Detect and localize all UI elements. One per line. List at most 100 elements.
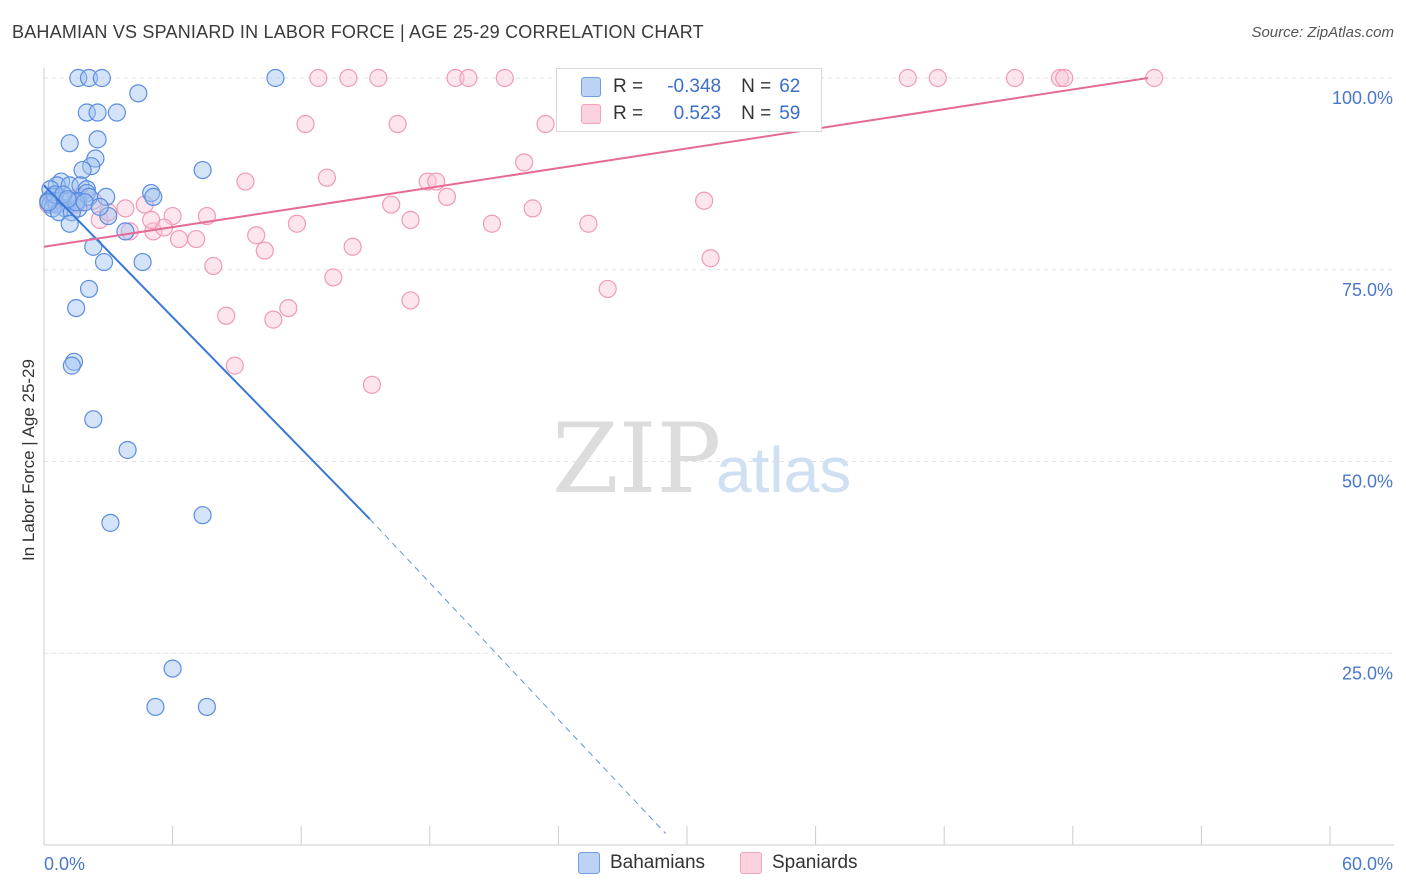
bahamians-points [39, 68, 285, 717]
spaniards-point [99, 203, 118, 222]
legend-item-bahamians: Bahamians [578, 852, 705, 874]
bahamians-point [133, 252, 152, 272]
legend-label-bahamians: Bahamians [610, 852, 706, 873]
spaniards-point [695, 191, 714, 210]
spaniards-point [928, 68, 947, 88]
bahamians-point [60, 134, 79, 153]
spaniards-n-value: 59 [779, 103, 801, 124]
spaniards-point [382, 195, 401, 214]
spaniards-point [401, 210, 420, 229]
spaniards-point [169, 229, 189, 249]
bahamians-point [39, 193, 58, 212]
spaniards-point [247, 226, 266, 245]
correlation-stats-box: R = -0.348 N = 62 R = 0.523 N = 59 [556, 68, 822, 132]
spaniards-point [309, 68, 328, 88]
spaniards-point [701, 249, 720, 268]
spaniards-point [1050, 68, 1070, 88]
bahamians-point [77, 103, 96, 122]
bahamians-point [60, 214, 79, 233]
legend-swatch-spaniards [740, 852, 762, 874]
n-label: N = [741, 76, 772, 97]
x-tick-label-min: 0.0% [44, 854, 85, 874]
x-tick-label-max: 60.0% [1342, 854, 1393, 874]
spaniards-point [255, 241, 274, 260]
bahamians-point [67, 299, 86, 318]
spaniards-point [324, 268, 343, 287]
y-tick-label: 25.0% [1342, 663, 1393, 683]
spaniards-point [898, 68, 917, 88]
bahamians-point [101, 513, 120, 532]
bahamians-point [146, 697, 165, 717]
bahamians-point [107, 103, 126, 122]
y-axis-label: In Labor Force | Age 25-29 [19, 359, 38, 561]
spaniards-point [142, 210, 161, 229]
bahamians-point [97, 187, 116, 206]
spaniards-point [236, 172, 255, 191]
spaniards-point [187, 229, 206, 249]
bahamians-trend-line [43, 184, 371, 520]
y-tick-labels: 25.0% 50.0% 75.0% 100.0% [1332, 88, 1393, 683]
bahamians-point [79, 279, 99, 299]
bahamians-point [193, 160, 212, 180]
watermark: ZIP atlas [552, 403, 851, 515]
spaniards-point [482, 214, 502, 233]
spaniards-point [523, 199, 542, 218]
spaniards-point [459, 68, 478, 88]
spaniards-point [279, 299, 298, 318]
r-label: R = [613, 103, 644, 124]
spaniards-point [1145, 68, 1164, 88]
bahamians-point [84, 410, 103, 429]
bahamians-point [69, 68, 88, 88]
bahamians-trend-extension [369, 518, 666, 834]
spaniards-r-value: 0.523 [673, 103, 722, 124]
spaniards-point [495, 68, 514, 88]
bahamians-point [62, 356, 81, 375]
spaniards-point [598, 279, 617, 299]
bahamians-swatch [581, 77, 601, 97]
watermark-zip: ZIP [552, 403, 721, 515]
spaniards-point [437, 187, 457, 206]
bahamians-point [90, 197, 109, 216]
bahamians-point [197, 697, 216, 717]
x-tick-labels: 0.0% 60.0% [44, 854, 1393, 874]
trend-lines [43, 77, 1148, 834]
bahamians-point [82, 157, 101, 176]
spaniards-point [204, 256, 223, 276]
spaniards-point [401, 291, 420, 310]
bahamians-point [60, 176, 79, 195]
stats-row-bahamians: R = -0.348 N = 62 [581, 74, 800, 100]
spaniards-trend-line [43, 77, 1148, 248]
bahamians-point [116, 222, 135, 241]
spaniards-point [1055, 68, 1074, 88]
y-tick-label: 100.0% [1332, 88, 1393, 108]
bahamians-point [144, 187, 163, 206]
bahamians-point [73, 160, 92, 180]
legend-swatch-bahamians [578, 852, 600, 874]
spaniards-point [362, 375, 382, 394]
spaniards-point [225, 356, 244, 375]
bahamians-point [92, 68, 111, 88]
spaniards-point [217, 306, 236, 325]
spaniards-point [116, 199, 135, 218]
spaniards-point [287, 214, 307, 233]
spaniards-swatch [581, 104, 601, 124]
spaniards-point [536, 114, 555, 134]
spaniards-point [264, 310, 283, 329]
bahamians-point [88, 103, 107, 122]
stats-row-spaniards: R = 0.523 N = 59 [581, 101, 800, 127]
spaniards-point [317, 168, 337, 187]
bahamians-r-value: -0.348 [667, 76, 722, 97]
bahamians-point [193, 506, 212, 525]
legend-label-spaniards: Spaniards [772, 852, 858, 873]
n-label: N = [741, 103, 772, 124]
y-tick-label: 75.0% [1342, 280, 1393, 300]
legend-item-spaniards: Spaniards [740, 852, 858, 874]
bahamians-point [79, 68, 99, 88]
spaniards-point [343, 237, 362, 256]
bahamians-point [75, 193, 94, 212]
source-credit: Source: ZipAtlas.com [1251, 24, 1394, 41]
spaniards-point [369, 68, 388, 88]
y-tick-label: 50.0% [1342, 472, 1393, 492]
chart-title: BAHAMIAN VS SPANIARD IN LABOR FORCE | AG… [12, 22, 704, 42]
